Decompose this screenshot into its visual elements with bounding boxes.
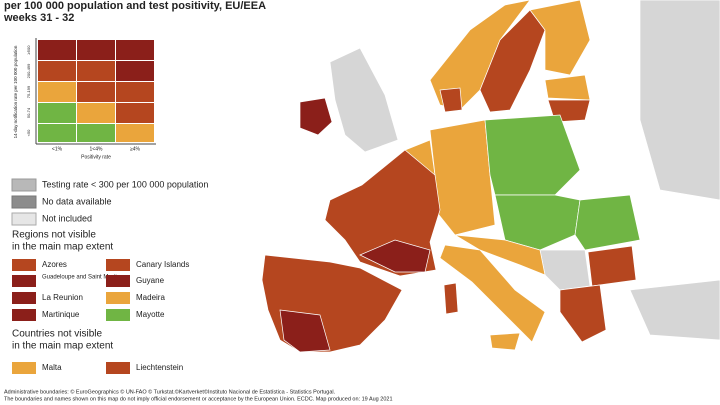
swatch — [12, 362, 36, 374]
y-tick-label: <50 — [26, 129, 31, 137]
footer: Administrative boundaries: © EuroGeograp… — [4, 388, 336, 395]
region-label: Azores — [42, 260, 67, 269]
france-south — [359, 239, 431, 273]
swatch — [12, 259, 36, 271]
footer: The boundaries and names shown on this m… — [4, 396, 393, 402]
united-kingdom — [329, 47, 399, 153]
region-label: Guyane — [136, 276, 165, 285]
x-tick-label: 1<4% — [90, 146, 103, 152]
y-axis-label: 14-day notification rate per 100 000 pop… — [13, 45, 18, 138]
legend: Testing rate < 300 per 100 000 populatio… — [11, 178, 208, 374]
title: weeks 31 - 32 — [3, 12, 74, 24]
swatch — [12, 309, 36, 321]
non-eu-land — [639, 0, 720, 201]
section-title: Regions not visible — [12, 230, 96, 241]
bulgaria — [587, 245, 637, 287]
sicily — [489, 332, 521, 351]
country-label: Liechtenstein — [136, 363, 183, 372]
legend-label: No data available — [42, 196, 112, 206]
swatch — [11, 195, 37, 209]
finland — [529, 0, 591, 76]
map — [261, 0, 720, 353]
romania — [574, 194, 641, 251]
matrix-cell — [77, 40, 115, 60]
matrix-cell — [77, 103, 115, 123]
matrix-cell — [116, 82, 154, 102]
matrix: 14-day notification rate per 100 000 pop… — [13, 38, 156, 160]
ireland — [299, 97, 333, 136]
legend-label: Not included — [42, 213, 92, 223]
x-axis-label: Positivity rate — [81, 154, 111, 160]
matrix-cell — [116, 103, 154, 123]
andalusia — [279, 309, 331, 353]
denmark — [439, 87, 463, 113]
swatch — [106, 259, 130, 271]
swatch — [106, 309, 130, 321]
sardinia — [443, 282, 459, 315]
region-label: Guadeloupe and Saint Martin — [42, 275, 120, 281]
y-tick-label: 50-74 — [26, 107, 31, 118]
section-title: Countries not visible — [12, 329, 102, 340]
x-tick-label: ≥4% — [130, 146, 141, 152]
section-title: in the main map extent — [12, 242, 113, 253]
italy — [439, 244, 546, 343]
region-label: La Reunion — [42, 293, 83, 302]
swatch — [11, 178, 37, 192]
matrix-cell — [116, 61, 154, 81]
swatch — [106, 275, 130, 287]
swatch — [12, 292, 36, 304]
swatch — [11, 212, 37, 226]
region-label: Martinique — [42, 310, 80, 319]
y-tick-label: 200-499 — [26, 63, 31, 78]
sweden — [479, 9, 546, 113]
matrix-cell — [77, 82, 115, 102]
region-label: Canary Islands — [136, 260, 189, 269]
matrix-cell — [116, 124, 154, 142]
swatch — [106, 292, 130, 304]
matrix-cell — [38, 82, 76, 102]
swatch — [12, 275, 36, 287]
matrix-cell — [38, 40, 76, 60]
greece — [559, 284, 607, 343]
matrix-cell — [77, 61, 115, 81]
country-label: Malta — [42, 363, 62, 372]
x-tick-label: <1% — [52, 146, 63, 152]
matrix-cell — [38, 103, 76, 123]
section-title: in the main map extent — [12, 341, 113, 352]
y-tick-label: ≥500 — [26, 45, 31, 55]
turkey — [629, 279, 720, 341]
legend-label: Testing rate < 300 per 100 000 populatio… — [42, 179, 208, 189]
matrix-cell — [38, 124, 76, 142]
matrix-cell — [38, 61, 76, 81]
region-label: Madeira — [136, 293, 165, 302]
matrix-cell — [77, 124, 115, 142]
y-tick-label: 75-199 — [26, 85, 31, 98]
title: per 100 000 population and test positivi… — [4, 0, 266, 12]
matrix-cell — [116, 40, 154, 60]
region-label: Mayotte — [136, 310, 165, 319]
swatch — [106, 362, 130, 374]
